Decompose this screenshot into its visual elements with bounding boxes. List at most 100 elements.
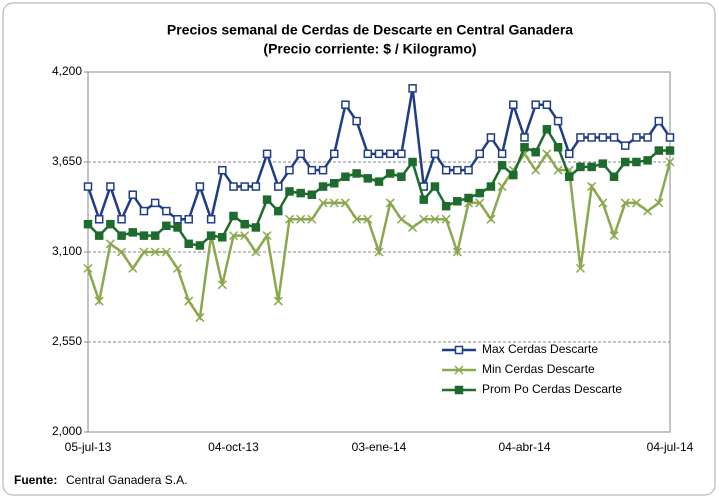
marker-x — [139, 247, 149, 257]
marker — [150, 231, 160, 240]
marker — [318, 198, 328, 208]
marker — [453, 197, 462, 206]
marker — [128, 228, 138, 237]
marker — [665, 146, 675, 155]
marker — [454, 365, 464, 375]
marker-x — [240, 231, 250, 241]
marker — [296, 214, 306, 224]
marker — [553, 116, 563, 126]
marker — [486, 214, 496, 224]
marker-x — [318, 198, 328, 208]
marker-x — [161, 247, 171, 257]
marker — [542, 149, 552, 159]
marker — [609, 133, 619, 142]
marker-x — [454, 365, 464, 375]
marker-x — [497, 182, 507, 192]
marker — [374, 149, 384, 159]
marker — [385, 198, 395, 208]
marker — [352, 214, 362, 224]
marker — [408, 157, 417, 167]
x-tick-label: 04-abr-14 — [498, 440, 550, 454]
marker — [206, 231, 216, 240]
source-label: Fuente: — [14, 473, 57, 487]
marker-x — [598, 198, 608, 208]
marker — [576, 162, 585, 172]
marker — [509, 100, 518, 109]
marker-x — [251, 247, 261, 257]
marker — [408, 84, 417, 93]
marker — [654, 198, 664, 208]
marker — [329, 149, 339, 159]
marker — [251, 182, 261, 191]
marker-x — [385, 198, 395, 208]
x-tick-label: 04-jul-14 — [647, 440, 694, 454]
marker — [520, 133, 529, 142]
x-tick-label: 05-jul-13 — [65, 440, 112, 454]
marker — [374, 177, 384, 186]
marker — [598, 133, 608, 142]
marker-x — [273, 296, 283, 306]
chart-title: Precios semanal de Cerdas de Descarte en… — [167, 22, 573, 38]
marker-x — [363, 214, 373, 224]
marker-x — [352, 214, 362, 224]
marker-x — [631, 198, 641, 208]
marker-x — [307, 214, 317, 224]
marker — [161, 247, 171, 257]
marker — [307, 190, 317, 199]
marker — [162, 221, 171, 231]
marker — [341, 172, 350, 181]
marker — [454, 385, 464, 395]
marker — [150, 247, 160, 257]
marker — [329, 179, 339, 188]
marker — [218, 233, 227, 242]
marker — [374, 247, 384, 257]
marker-x — [296, 214, 306, 224]
marker — [632, 157, 641, 167]
marker — [475, 198, 485, 208]
marker — [128, 190, 138, 199]
x-tick-label: 04-oct-13 — [208, 440, 259, 454]
marker — [218, 165, 227, 175]
marker — [329, 198, 339, 208]
marker — [430, 149, 440, 159]
marker-x — [184, 296, 194, 306]
marker — [565, 149, 574, 159]
marker — [94, 231, 104, 240]
y-tick-label: 4,200 — [52, 64, 82, 78]
marker-x — [262, 231, 272, 241]
marker — [598, 198, 608, 208]
marker — [307, 214, 317, 224]
marker — [609, 172, 619, 181]
marker — [117, 215, 126, 224]
marker — [184, 296, 194, 306]
marker-x — [531, 165, 541, 175]
marker — [430, 214, 440, 224]
marker — [363, 214, 373, 224]
marker-x — [105, 239, 115, 249]
marker — [262, 149, 272, 159]
marker — [452, 247, 462, 257]
marker — [285, 187, 294, 196]
marker — [352, 169, 361, 178]
marker — [587, 162, 596, 172]
marker-x — [284, 214, 294, 224]
marker — [117, 247, 127, 257]
marker-x — [396, 214, 406, 224]
marker — [184, 215, 193, 224]
marker — [430, 182, 440, 191]
marker — [150, 198, 160, 208]
marker-x — [643, 206, 653, 216]
marker — [340, 198, 350, 208]
marker — [620, 157, 630, 167]
marker — [251, 223, 261, 232]
marker — [497, 182, 507, 192]
marker — [587, 133, 596, 142]
marker — [441, 214, 451, 224]
marker — [363, 174, 373, 183]
marker — [620, 198, 630, 208]
marker — [643, 206, 653, 216]
marker — [397, 149, 406, 159]
marker — [587, 182, 597, 192]
marker — [408, 222, 418, 232]
